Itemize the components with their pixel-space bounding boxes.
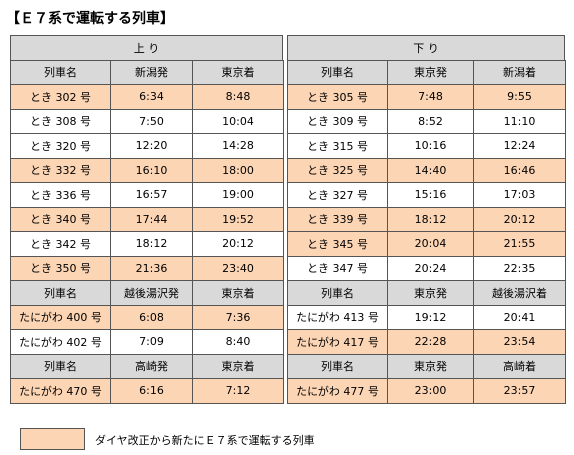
table-cell: とき 345 号 <box>287 231 388 257</box>
table-cell: とき 340 号 <box>10 206 111 232</box>
table-cell: とき 325 号 <box>287 157 388 183</box>
column-header: 列車名 <box>10 59 111 85</box>
table-cell: 23:00 <box>387 378 474 404</box>
table-cell: 19:12 <box>387 304 474 330</box>
column-header: 東京発 <box>387 353 474 379</box>
table-cell: 20:41 <box>473 304 566 330</box>
table-cell: 19:52 <box>192 206 284 232</box>
table-cell: とき 332 号 <box>10 157 111 183</box>
table-cell: たにがわ 470 号 <box>10 378 111 404</box>
table-cell: 17:03 <box>473 182 566 208</box>
table-cell: 22:35 <box>473 255 566 281</box>
column-header: 越後湯沢発 <box>110 280 193 306</box>
table-cell: たにがわ 417 号 <box>287 329 388 355</box>
table-cell: 16:10 <box>110 157 193 183</box>
table-cell: 6:34 <box>110 84 193 110</box>
table-cell: 20:04 <box>387 231 474 257</box>
table-cell: とき 327 号 <box>287 182 388 208</box>
table-cell: とき 302 号 <box>10 84 111 110</box>
table-cell: 15:16 <box>387 182 474 208</box>
table-cell: とき 342 号 <box>10 231 111 257</box>
table-cell: 20:12 <box>192 231 284 257</box>
table-cell: 16:57 <box>110 182 193 208</box>
legend-text: ダイヤ改正から新たにＥ７系で運転する列車 <box>95 434 315 447</box>
table-cell: 20:24 <box>387 255 474 281</box>
column-header: 東京着 <box>192 280 284 306</box>
table-cell: 7:36 <box>192 304 284 330</box>
title: 【Ｅ７系で運転する列車】 <box>6 11 174 27</box>
table-cell: とき 336 号 <box>10 182 111 208</box>
table-cell: とき 315 号 <box>287 133 388 159</box>
table-cell: たにがわ 402 号 <box>10 329 111 355</box>
column-header: 高崎着 <box>473 353 566 379</box>
column-header: 越後湯沢着 <box>473 280 566 306</box>
table-cell: 6:08 <box>110 304 193 330</box>
table-cell: 7:48 <box>387 84 474 110</box>
column-header: 東京着 <box>192 59 284 85</box>
table-cell: 8:40 <box>192 329 284 355</box>
table-cell: とき 347 号 <box>287 255 388 281</box>
table-cell: 23:54 <box>473 329 566 355</box>
table-cell: 14:28 <box>192 133 284 159</box>
table-cell: 20:12 <box>473 206 566 232</box>
column-header: 東京発 <box>387 280 474 306</box>
table-cell: たにがわ 413 号 <box>287 304 388 330</box>
direction-header: 上 り <box>10 35 283 61</box>
table-cell: 9:55 <box>473 84 566 110</box>
table-cell: 22:28 <box>387 329 474 355</box>
table-cell: 10:04 <box>192 108 284 134</box>
table-cell: 7:50 <box>110 108 193 134</box>
column-header: 列車名 <box>10 280 111 306</box>
column-header: 東京発 <box>387 59 474 85</box>
table-cell: 6:16 <box>110 378 193 404</box>
column-header: 列車名 <box>287 280 388 306</box>
table-cell: 18:00 <box>192 157 284 183</box>
table-cell: とき 339 号 <box>287 206 388 232</box>
column-header: 新潟着 <box>473 59 566 85</box>
table-cell: 21:55 <box>473 231 566 257</box>
table-cell: とき 305 号 <box>287 84 388 110</box>
table-cell: 8:52 <box>387 108 474 134</box>
table-cell: 7:12 <box>192 378 284 404</box>
table-cell: 14:40 <box>387 157 474 183</box>
table-cell: 11:10 <box>473 108 566 134</box>
table-cell: たにがわ 477 号 <box>287 378 388 404</box>
legend-swatch <box>20 428 85 450</box>
table-cell: 10:16 <box>387 133 474 159</box>
table-cell: 16:46 <box>473 157 566 183</box>
table-cell: とき 309 号 <box>287 108 388 134</box>
table-cell: とき 308 号 <box>10 108 111 134</box>
table-cell: 17:44 <box>110 206 193 232</box>
table-cell: とき 350 号 <box>10 255 111 281</box>
table-cell: 18:12 <box>387 206 474 232</box>
table-cell: 23:40 <box>192 255 284 281</box>
column-header: 新潟発 <box>110 59 193 85</box>
table-cell: 12:20 <box>110 133 193 159</box>
table-cell: とき 320 号 <box>10 133 111 159</box>
column-header: 列車名 <box>287 353 388 379</box>
table-cell: 7:09 <box>110 329 193 355</box>
table-cell: 21:36 <box>110 255 193 281</box>
table-cell: 23:57 <box>473 378 566 404</box>
table-cell: 12:24 <box>473 133 566 159</box>
column-header: 列車名 <box>287 59 388 85</box>
table-cell: たにがわ 400 号 <box>10 304 111 330</box>
column-header: 列車名 <box>10 353 111 379</box>
table-cell: 18:12 <box>110 231 193 257</box>
table-cell: 19:00 <box>192 182 284 208</box>
column-header: 高崎発 <box>110 353 193 379</box>
column-header: 東京着 <box>192 353 284 379</box>
direction-header: 下 り <box>287 35 565 61</box>
table-cell: 8:48 <box>192 84 284 110</box>
